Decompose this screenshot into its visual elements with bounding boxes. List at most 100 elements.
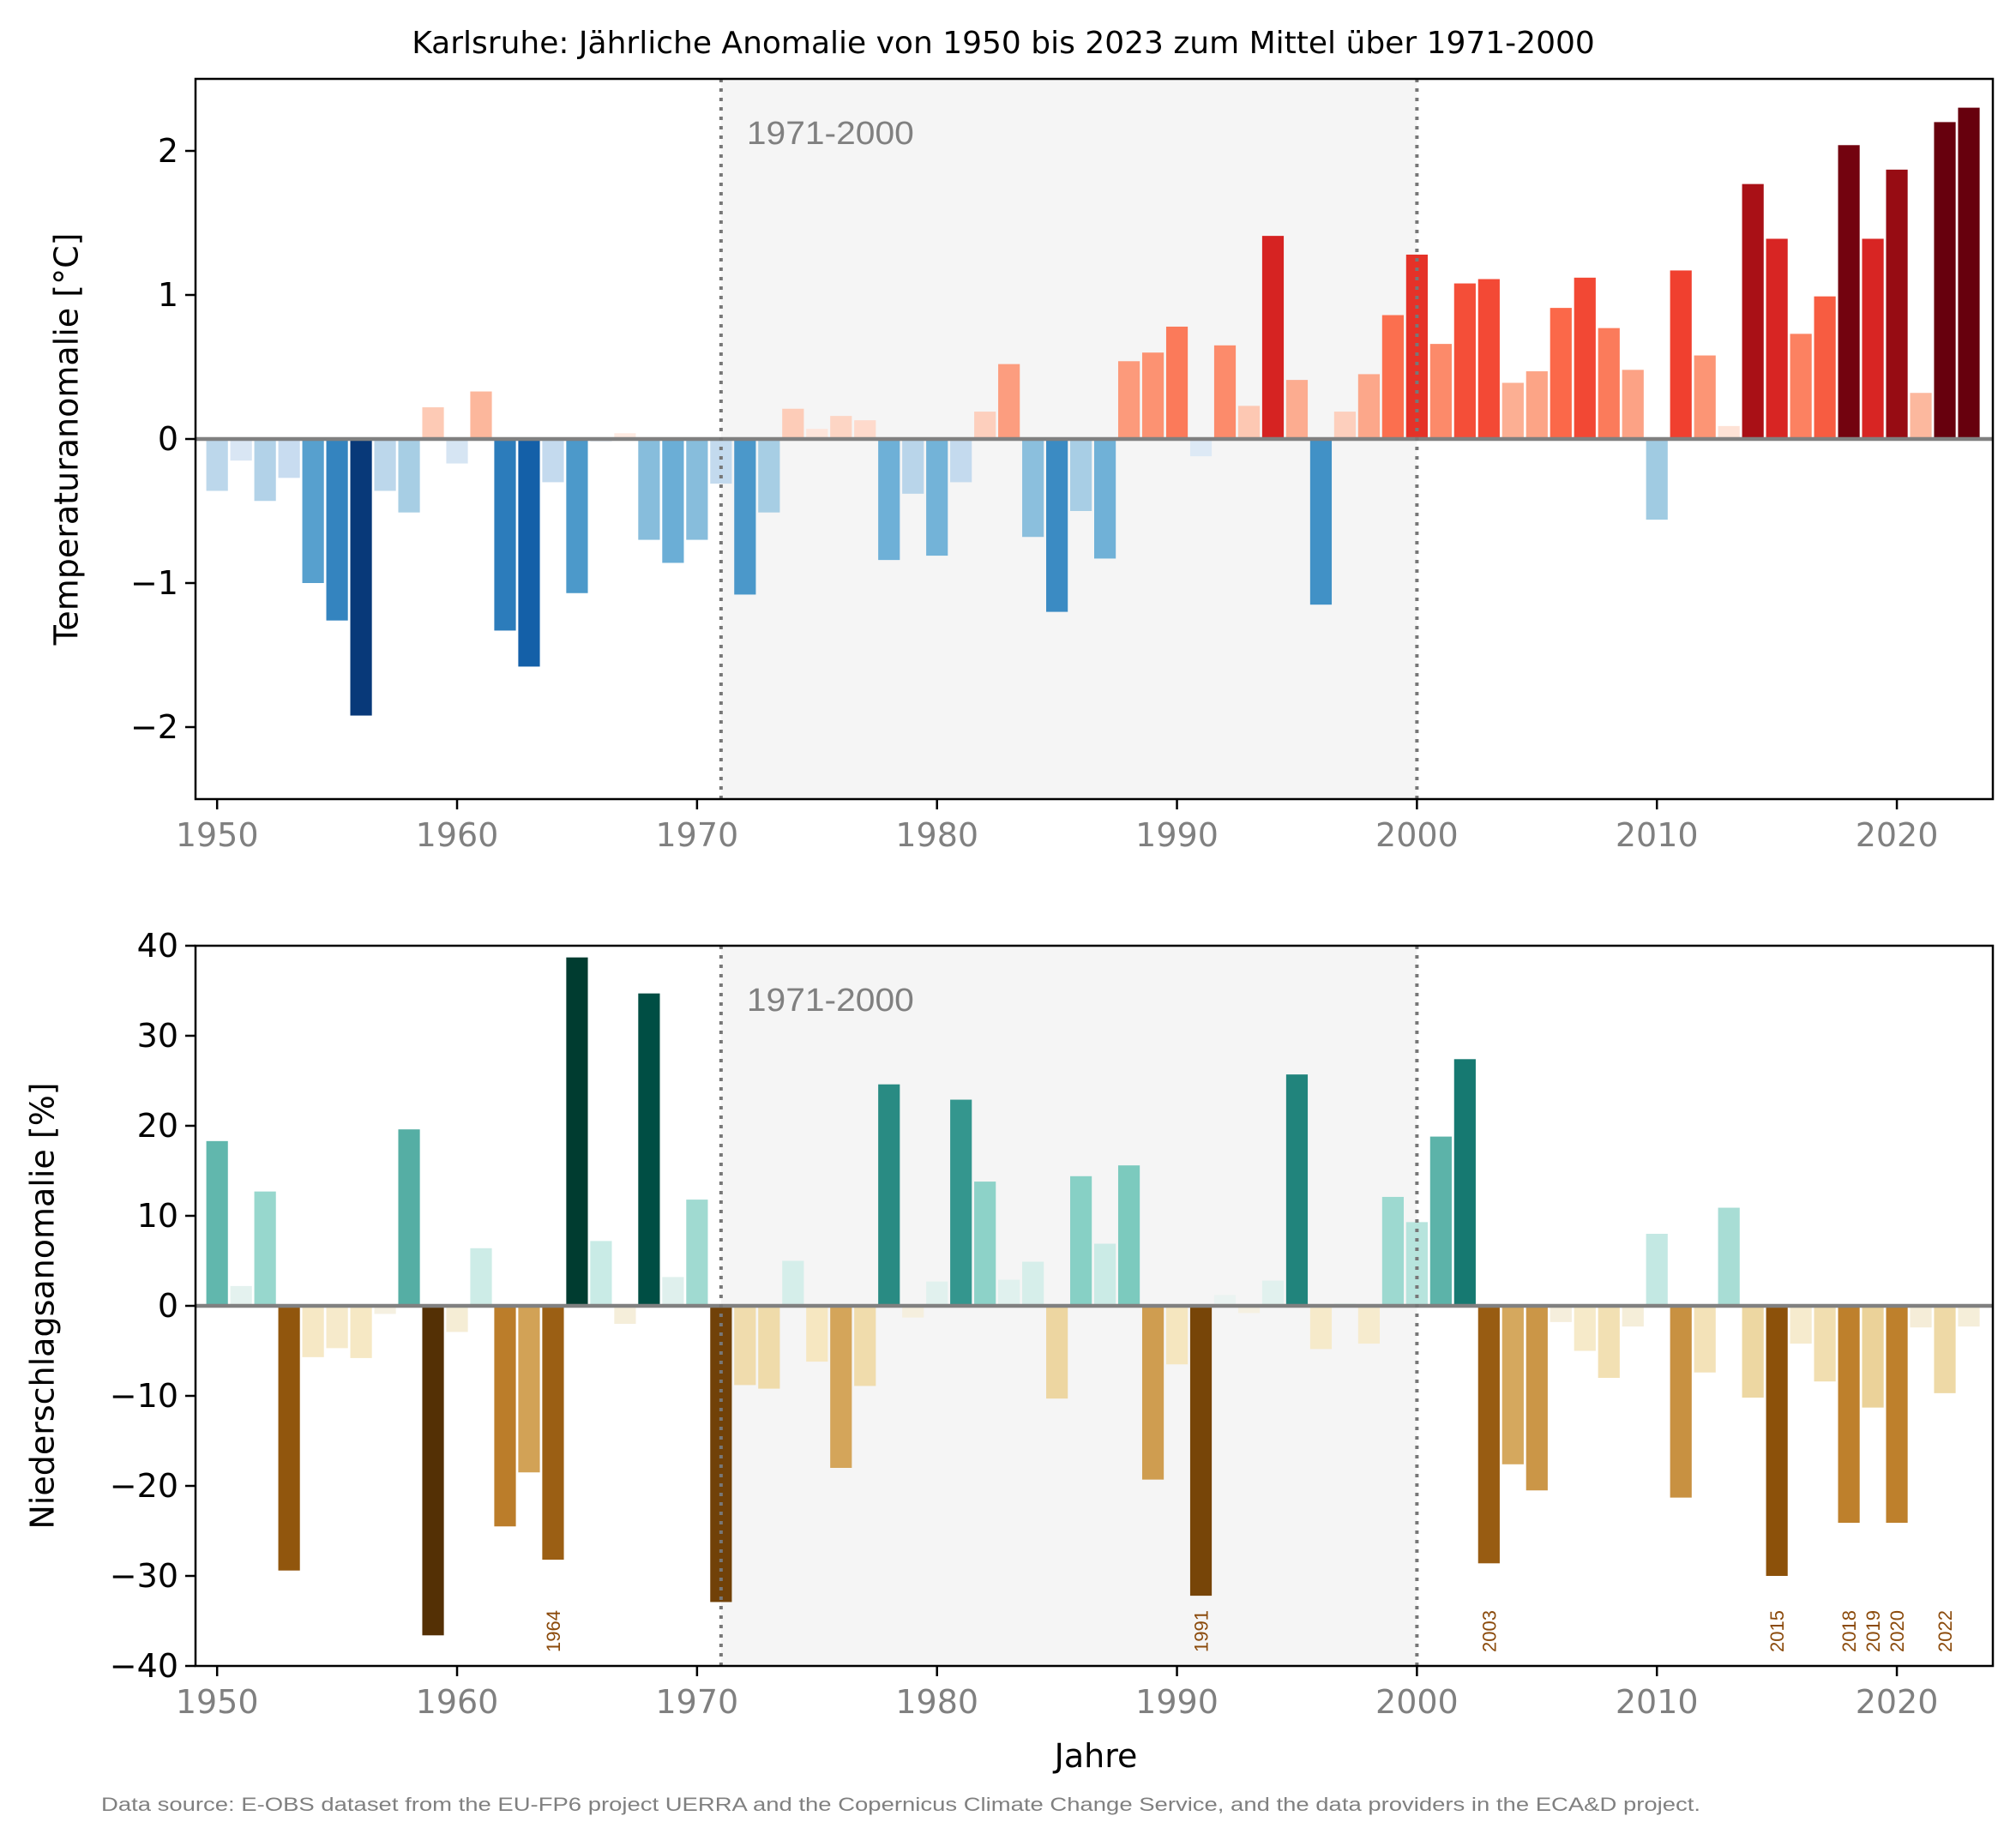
bar-2007 [1574,1306,1596,1351]
annotation-1991: 1991 [1191,1610,1213,1652]
bar-1957 [374,1306,396,1314]
y-tick-label: −30 [110,1557,178,1595]
bar-1976 [830,1306,852,1468]
bar-1998 [1357,374,1381,439]
annotation-2018: 2018 [1838,1610,1860,1652]
bar-1956 [350,439,372,716]
bar-1975 [806,1306,828,1362]
chart-title: Karlsruhe: Jährliche Anomalie von 1950 b… [412,26,1595,61]
bar-1997 [1333,412,1357,439]
bar-1982 [974,1182,996,1306]
bar-1987 [1094,439,1116,559]
bar-1957 [374,439,396,491]
bar-1970 [686,439,708,540]
annotation-1964: 1964 [543,1610,564,1652]
bar-1958 [398,439,420,513]
bar-2013 [1718,1207,1740,1306]
bar-1996 [1309,439,1333,605]
bar-1991 [1189,439,1213,457]
bar-2004 [1501,1306,1524,1464]
bar-2005 [1526,1306,1548,1491]
bar-1987 [1094,1243,1116,1306]
bar-1972 [734,439,756,595]
bar-1977 [854,420,876,439]
x-tick-label: 1960 [416,1683,499,1721]
y-tick-label: 20 [137,1107,178,1145]
bar-1986 [1070,1176,1092,1306]
bar-1970 [686,1200,708,1306]
bar-1994 [1261,236,1285,439]
bar-1985 [1046,439,1068,612]
bar-1979 [902,1306,924,1318]
bar-1986 [1070,439,1092,511]
bar-2016 [1790,334,1812,439]
x-tick-label: 1990 [1135,816,1219,854]
bar-1993 [1237,1306,1261,1314]
x-tick-label: 2000 [1375,816,1459,854]
x-tick-label: 1970 [656,1683,739,1721]
bar-1975 [806,429,828,439]
bar-1953 [278,1306,300,1571]
temperature-panel: 1971-2000 −2 −1 0 1 2 1950 1960 1970 1980 1990 2000… [48,77,1995,854]
x-tick-label: 1950 [176,816,259,854]
bar-2012 [1694,1306,1716,1373]
bar-1995 [1285,1074,1309,1306]
bar-1978 [878,439,900,561]
bar-2002 [1453,1059,1476,1306]
bar-1959 [422,1306,444,1636]
y-tick-label: 30 [137,1017,178,1055]
bar-1994 [1261,1280,1285,1306]
bar-2017 [1814,296,1836,439]
bar-1965 [566,957,588,1306]
x-axis-label: Jahre [1053,1737,1138,1775]
bar-2003 [1477,1306,1500,1564]
bar-1979 [902,439,924,494]
bar-2011 [1670,1306,1692,1498]
data-source-note: Data source: E-OBS dataset from the EU-F… [101,1794,1700,1815]
bar-1968 [638,993,660,1306]
bar-2001 [1429,344,1452,439]
annotation-2019: 2019 [1863,1610,1884,1652]
bar-1984 [1022,439,1044,538]
bar-1981 [950,1099,972,1306]
bar-2023 [1958,1306,1980,1327]
bar-1974 [782,408,804,439]
bar-1973 [758,1306,780,1389]
bar-2009 [1622,1306,1644,1327]
bar-1971 [710,1306,732,1602]
bar-1969 [662,1277,684,1306]
bar-2019 [1862,1306,1884,1408]
bar-1950 [206,439,228,491]
bar-2009 [1622,370,1644,439]
bar-1993 [1237,406,1261,439]
bar-1978 [878,1084,900,1306]
bar-1981 [950,439,972,483]
y-axis-label: Niederschlagsanomalie [%] [24,1082,62,1529]
bar-2011 [1670,270,1692,439]
y-tick-label: 10 [137,1197,178,1235]
bar-1959 [422,407,444,439]
bar-1954 [302,1306,324,1357]
bar-2013 [1718,425,1740,439]
bar-1952 [254,1191,276,1306]
bar-1990 [1165,1306,1189,1365]
x-tick-label: 1990 [1135,1683,1219,1721]
x-tick-label: 1980 [895,816,978,854]
bar-1999 [1381,315,1404,439]
bar-2021 [1910,1306,1932,1328]
x-tick-label: 2020 [1856,816,1939,854]
bar-1965 [566,439,588,593]
bar-1954 [302,439,324,583]
bar-2014 [1742,1306,1764,1398]
bar-1992 [1213,345,1237,439]
bar-1984 [1022,1261,1044,1306]
bar-1964 [542,439,564,483]
bar-2002 [1453,283,1476,439]
bar-1982 [974,412,996,439]
bar-1988 [1117,1165,1140,1306]
bar-1992 [1213,1295,1237,1306]
y-tick-label: 2 [158,132,178,170]
y-tick-label: −40 [110,1647,178,1685]
